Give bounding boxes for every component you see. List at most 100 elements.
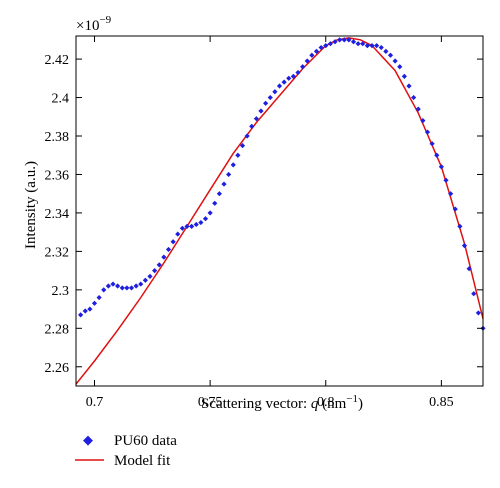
data-point [387, 52, 394, 58]
legend-marker-data: ◆ [83, 433, 93, 448]
y-scale-base: ×10 [76, 18, 99, 34]
data-point [300, 64, 306, 70]
data-point [230, 162, 236, 168]
data-point [138, 281, 144, 287]
data-point [360, 41, 366, 47]
data-point [318, 44, 324, 51]
y-scale-label: ×10−9 [76, 14, 112, 34]
x-axis-label-unit-exp: −1 [346, 393, 358, 405]
data-point [475, 310, 481, 316]
data-point [253, 116, 259, 122]
data-point [152, 268, 158, 274]
data-point [87, 306, 93, 312]
y-tick-label: 2.34 [45, 207, 70, 222]
data-point [471, 291, 477, 297]
data-point [133, 283, 139, 289]
data-point [327, 41, 333, 47]
data-point [147, 273, 153, 279]
data-point [420, 118, 426, 124]
data-point [337, 37, 343, 43]
y-tick-label: 2.38 [45, 130, 70, 145]
data-point [239, 143, 246, 149]
data-point [323, 43, 329, 49]
legend: ◆ PU60 data Model fit [75, 433, 177, 469]
data-point [406, 83, 412, 89]
y-tick-label: 2.26 [45, 361, 70, 376]
data-point [212, 200, 218, 206]
data-point [128, 285, 135, 291]
data-point [457, 223, 463, 229]
y-tick-label: 2.4 [52, 92, 70, 107]
data-point [161, 254, 167, 260]
data-point [119, 285, 125, 291]
data-point [332, 39, 338, 45]
data-point [383, 48, 389, 54]
fit-layer [75, 37, 484, 385]
legend-label-data: PU60 data [114, 433, 177, 449]
data-point [207, 210, 213, 216]
data-point [290, 73, 296, 79]
data-point [179, 225, 185, 231]
y-axis-label: Intensity (a.u.) [23, 161, 39, 249]
data-point [434, 152, 440, 158]
data-point [170, 239, 176, 245]
data-point [175, 231, 181, 237]
data-point [272, 89, 278, 95]
data-point [193, 221, 199, 228]
data-point [249, 123, 255, 129]
data-point [466, 266, 472, 272]
data-point [142, 277, 148, 283]
data-point [91, 300, 98, 306]
y-tick-label: 2.32 [45, 245, 70, 260]
data-point [78, 312, 84, 318]
data-point [355, 41, 361, 47]
data-point [397, 64, 403, 70]
data-point [313, 48, 320, 54]
x-axis-label-var: q [311, 396, 319, 412]
data-point [452, 206, 458, 212]
y-tick-label: 2.36 [45, 168, 70, 183]
data-point [369, 43, 375, 49]
data-point [82, 308, 88, 314]
x-tick-label: 0.75 [198, 395, 223, 410]
x-tick-label: 0.8 [317, 395, 335, 410]
data-point [216, 191, 222, 197]
data-point [411, 94, 417, 101]
data-point [341, 37, 347, 43]
data-point [286, 75, 292, 81]
data-point [443, 177, 449, 183]
model-fit-line [75, 37, 484, 385]
data-point [189, 223, 195, 229]
data-point [156, 262, 162, 268]
data-point [350, 39, 357, 45]
x-axis-label-text: Scattering vector: [201, 396, 311, 412]
data-point [276, 83, 283, 89]
data-point [448, 191, 454, 197]
x-axis-label: Scattering vector: q (nm−1) [201, 393, 363, 412]
data-point [235, 152, 241, 158]
data-point [309, 52, 315, 58]
data-point [110, 281, 116, 287]
data-point [101, 287, 107, 293]
data-point [258, 108, 264, 114]
plot-frame [75, 35, 484, 387]
data-point [165, 246, 172, 253]
data-point [429, 141, 435, 147]
data-point [244, 133, 250, 139]
data-point [267, 94, 273, 101]
data-point [415, 106, 421, 112]
data-point [295, 69, 301, 76]
y-tick-label: 2.42 [45, 53, 70, 68]
data-point [304, 58, 310, 64]
data-point [184, 223, 190, 229]
x-ticks: 0.7 0.75 0.8 0.85 [86, 36, 454, 410]
x-tick-label: 0.7 [86, 395, 104, 410]
x-tick-label: 0.85 [429, 395, 454, 410]
data-point [115, 283, 121, 289]
data-point [124, 285, 130, 291]
data-point [226, 171, 232, 178]
data-point [263, 100, 269, 106]
data-point [378, 44, 384, 51]
y-tick-label: 2.28 [45, 322, 70, 337]
